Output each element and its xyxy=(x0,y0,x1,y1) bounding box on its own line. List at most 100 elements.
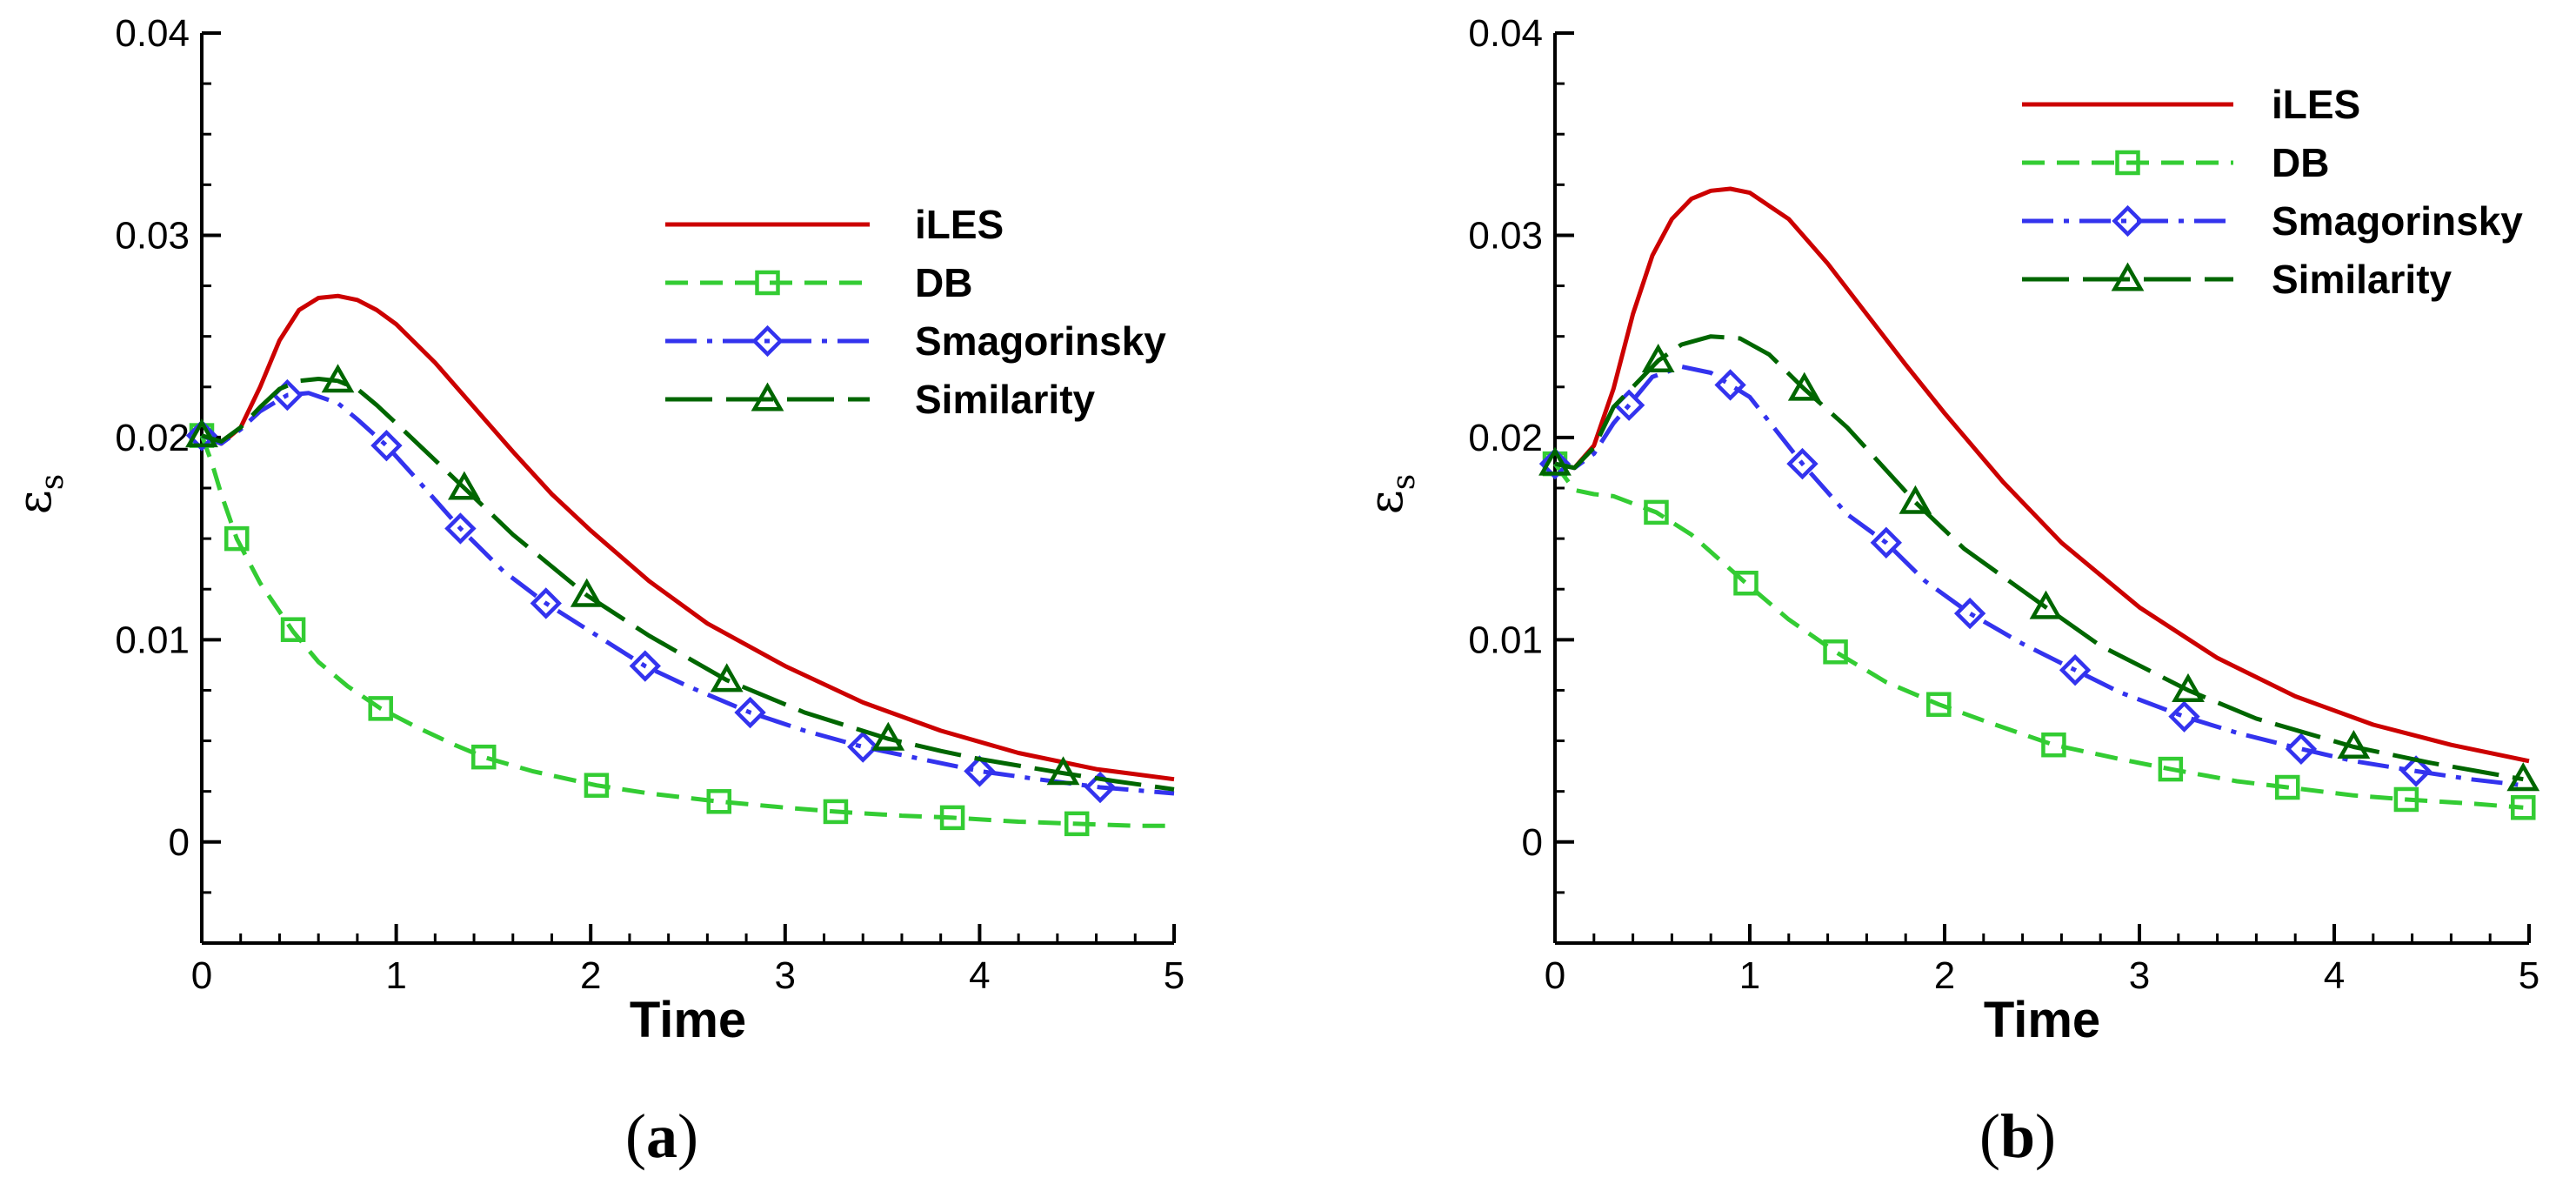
x-tick-label: 4 xyxy=(969,954,990,997)
series-marker-db xyxy=(280,617,306,642)
y-tick-label: 0 xyxy=(169,821,190,864)
series-marker-db xyxy=(224,525,250,552)
series-marker-smagorinsky xyxy=(2285,733,2318,766)
series-marker-similarity xyxy=(2029,590,2063,619)
series-marker-smagorinsky xyxy=(629,650,661,682)
series-marker-db xyxy=(2041,732,2066,758)
legend-label-db: DB xyxy=(915,260,972,305)
series-marker-db xyxy=(1733,570,1758,596)
series-marker-smagorinsky xyxy=(964,755,996,787)
y-tick-label: 0 xyxy=(1522,821,1543,864)
legend-marker-smagorinsky xyxy=(2112,204,2144,238)
panel-a: (a) 0 0.01 0.02 0.03 0.04 0 1 2 3 4 5 Time εs iLES DB S… xyxy=(7,12,1185,1171)
series-marker-similarity xyxy=(2337,729,2371,759)
legend-label-db: DB xyxy=(2272,140,2329,185)
y-axis-title: εs xyxy=(1358,474,1422,514)
series-marker-smagorinsky xyxy=(847,731,879,763)
legend-label-similarity: Similarity xyxy=(915,377,1096,422)
series-marker-db xyxy=(2511,795,2536,820)
series-marker-similarity xyxy=(1538,446,1572,476)
series-marker-similarity xyxy=(1899,485,1932,514)
x-tick-label: 4 xyxy=(2324,954,2345,997)
series-marker-similarity xyxy=(710,663,744,693)
series-marker-db xyxy=(823,799,849,825)
x-tick-label: 2 xyxy=(1934,954,1955,997)
series-line-db xyxy=(1552,462,2524,810)
series-marker-db xyxy=(1064,811,1090,837)
y-tick-label: 0.04 xyxy=(115,12,190,55)
series-marker-smagorinsky xyxy=(370,430,403,462)
x-tick-label: 3 xyxy=(2129,954,2150,997)
legend-label-smagorinsky: Smagorinsky xyxy=(2272,198,2523,244)
series-marker-smagorinsky xyxy=(1786,447,1819,480)
series-marker-smagorinsky xyxy=(185,419,218,452)
series-marker-db xyxy=(470,744,497,770)
panel-b: (b) 0 0.01 0.02 0.03 0.04 0 1 2 3 4 5 Time εs iLES DB S… xyxy=(1358,12,2539,1171)
series-marker-smagorinsky xyxy=(1084,771,1117,804)
series-line-iles xyxy=(1554,186,2530,764)
legend-label-iles: iLES xyxy=(2272,82,2360,127)
x-tick-label: 1 xyxy=(1739,954,1760,997)
legend-marker-smagorinsky xyxy=(751,325,784,358)
y-tick-label: 0.04 xyxy=(1468,12,1543,55)
series-line-similarity xyxy=(201,377,1175,792)
y-tick-label: 0.02 xyxy=(115,417,190,459)
y-axis-title-subscript: s xyxy=(35,474,70,490)
series-marker-db xyxy=(706,789,732,814)
x-axis-title: Time xyxy=(1984,992,2100,1048)
legend-marker-db xyxy=(755,270,780,296)
series-marker-similarity xyxy=(1641,344,1675,373)
x-tick-label: 5 xyxy=(1164,954,1185,997)
y-tick-label: 0.02 xyxy=(1468,417,1543,459)
series-marker-db xyxy=(2393,786,2419,813)
series-marker-smagorinsky xyxy=(2399,755,2433,787)
panel-a-caption: (a) xyxy=(625,1101,698,1171)
series-marker-similarity xyxy=(447,471,481,500)
series-marker-smagorinsky xyxy=(1714,369,1746,401)
series-marker-db xyxy=(584,773,610,798)
x-tick-label: 2 xyxy=(580,954,601,997)
series-marker-smagorinsky xyxy=(1538,447,1572,480)
legend-label-iles: iLES xyxy=(915,202,1004,247)
series-marker-similarity xyxy=(321,364,355,393)
series-line-iles xyxy=(201,293,1175,782)
series-marker-smagorinsky xyxy=(2168,700,2200,733)
series-marker-smagorinsky xyxy=(444,512,477,545)
y-tick-label: 0.01 xyxy=(115,619,190,661)
series-marker-similarity xyxy=(871,721,905,751)
series-marker-similarity xyxy=(2506,762,2540,792)
panel-b-caption-letter: b xyxy=(2000,1101,2035,1171)
x-tick-label: 0 xyxy=(191,954,212,997)
x-tick-label: 0 xyxy=(1545,954,1565,997)
y-axis-title-subscript: s xyxy=(1386,474,1422,490)
series-line-smagorinsky xyxy=(201,391,1175,796)
series-line-smagorinsky xyxy=(1554,365,2524,788)
panel-b-caption: (b) xyxy=(1979,1101,2056,1171)
series-marker-similarity xyxy=(185,418,218,448)
series-marker-similarity xyxy=(2172,672,2205,702)
series-marker-smagorinsky xyxy=(530,587,562,619)
series-marker-smagorinsky xyxy=(1953,597,1986,630)
legend-marker-similarity xyxy=(2111,262,2145,291)
legend-marker-db xyxy=(2115,150,2140,176)
y-tick-label: 0.03 xyxy=(1468,214,1543,257)
series-marker-db xyxy=(939,805,965,831)
y-tick-label: 0.03 xyxy=(115,214,190,257)
panel-a-caption-letter: a xyxy=(646,1101,677,1171)
series-line-similarity xyxy=(1554,334,2524,782)
y-tick-label: 0.01 xyxy=(1468,619,1543,661)
series-marker-db xyxy=(2158,756,2184,782)
legend-label-similarity: Similarity xyxy=(2272,257,2453,302)
series-marker-smagorinsky xyxy=(2059,654,2092,686)
x-tick-label: 3 xyxy=(775,954,796,997)
x-tick-label: 5 xyxy=(2519,954,2539,997)
legend-marker-similarity xyxy=(751,382,784,411)
series-marker-smagorinsky xyxy=(734,696,766,729)
series-marker-db xyxy=(368,696,393,721)
x-axis-title: Time xyxy=(630,992,746,1048)
series-marker-db xyxy=(1644,499,1669,525)
series-marker-similarity xyxy=(570,578,604,607)
series-marker-similarity xyxy=(1787,371,1821,401)
series-line-db xyxy=(199,434,1174,828)
